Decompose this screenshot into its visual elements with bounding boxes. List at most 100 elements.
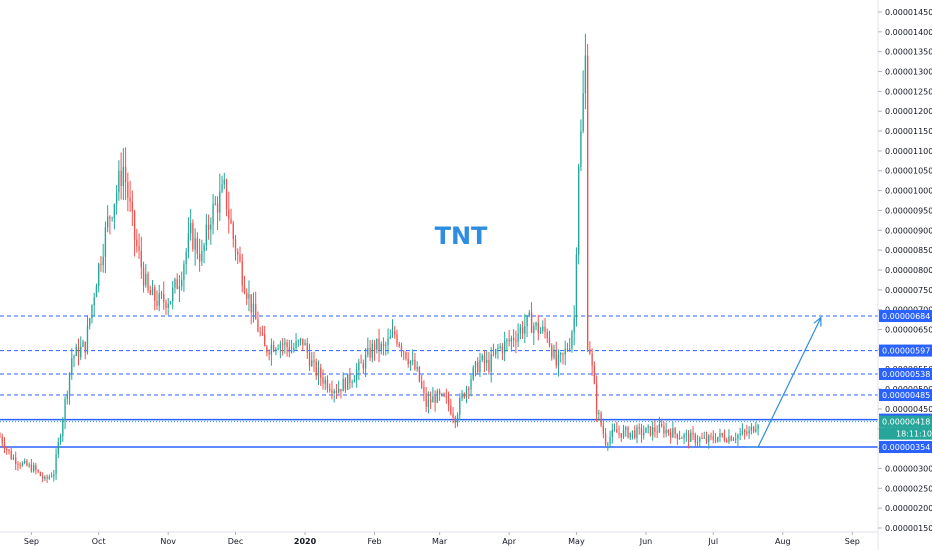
candle-up	[48, 476, 51, 479]
candle-down	[687, 433, 690, 442]
candle-up	[115, 192, 118, 205]
candle-down	[362, 363, 365, 369]
candle-up	[178, 286, 181, 289]
candle-down	[405, 352, 407, 359]
candle-down	[602, 425, 605, 434]
candle-down	[566, 348, 569, 350]
x-tick-label: Nov	[160, 537, 176, 546]
candle-down	[468, 388, 470, 390]
candle-down	[138, 246, 140, 251]
y-tick-label: 0.00000150	[885, 524, 932, 533]
candle-down	[207, 224, 210, 230]
y-tick-label: 0.00001050	[885, 167, 932, 176]
candle-up	[598, 412, 600, 415]
candle-up	[346, 373, 349, 390]
candle-up	[75, 346, 77, 356]
candle-down	[26, 461, 28, 466]
candle-up	[456, 415, 459, 423]
candle-down	[521, 327, 524, 334]
y-tick-label: 0.00001350	[885, 48, 932, 57]
countdown-label-bg	[879, 427, 932, 440]
candle-down	[445, 396, 448, 398]
candle-up	[212, 203, 214, 225]
candle-down	[241, 261, 243, 286]
y-tick-label: 0.00000750	[885, 286, 932, 295]
candle-up	[510, 337, 513, 342]
candle-down	[398, 343, 400, 346]
candle-up	[741, 430, 744, 434]
y-tick-label: 0.00000450	[885, 405, 932, 414]
candle-down	[420, 381, 423, 388]
candle-up	[376, 338, 378, 350]
level-label-bg	[879, 367, 932, 380]
candle-down	[313, 360, 315, 362]
current-price-label: 0.00000418	[882, 418, 930, 427]
candle-up	[734, 438, 737, 440]
level-label: 0.00000354	[882, 443, 930, 452]
candle-up	[371, 343, 373, 358]
level-label-bg	[879, 344, 932, 357]
candle-down	[37, 469, 39, 472]
candle-down	[192, 222, 194, 250]
candle-down	[216, 203, 219, 213]
candle-down	[654, 427, 656, 432]
candle-up	[755, 429, 757, 432]
candle-down	[272, 344, 275, 352]
candle-up	[181, 279, 183, 287]
candle-up	[380, 343, 382, 351]
candle-up	[699, 438, 701, 442]
candle-down	[634, 430, 636, 438]
candle-up	[472, 367, 474, 380]
candle-up	[324, 379, 326, 384]
candle-down	[165, 301, 167, 308]
candle-down	[163, 294, 165, 302]
time-scale[interactable]: Sep Oct Nov Dec 2020 Feb Mar Apr May Jun Jul Aug Sep	[24, 532, 860, 546]
candle-up	[104, 227, 107, 257]
candle-up	[64, 398, 66, 421]
candle-up	[580, 131, 582, 167]
candle-down	[360, 362, 362, 364]
candle-up	[333, 391, 335, 394]
candle-up	[32, 465, 35, 472]
candle-down	[743, 430, 746, 433]
candle-up	[210, 224, 212, 230]
candle-up	[569, 348, 571, 350]
candle-up	[145, 273, 147, 286]
candle-down	[746, 432, 748, 434]
candle-down	[450, 405, 452, 415]
price-scale-background[interactable]	[878, 0, 932, 550]
candle-up	[367, 347, 369, 355]
candle-down	[77, 346, 80, 358]
candle-down	[400, 345, 403, 352]
candle-up	[519, 327, 522, 334]
candle-up	[560, 353, 562, 355]
y-tick-label: 0.00000850	[885, 246, 932, 255]
candle-up	[53, 474, 55, 477]
candle-down	[288, 347, 291, 353]
candle-down	[396, 334, 398, 344]
candle-up	[465, 388, 468, 398]
candle-up	[503, 340, 506, 353]
candle-down	[340, 388, 342, 392]
candle-down	[701, 438, 703, 440]
candle-up	[665, 429, 667, 434]
candle-down	[246, 292, 248, 299]
candle-down	[660, 424, 663, 426]
candle-down	[140, 250, 142, 268]
candle-up	[55, 454, 57, 475]
candle-down	[109, 216, 111, 219]
x-tick-label: Sep	[24, 537, 39, 546]
y-tick-label: 0.00001250	[885, 87, 932, 96]
candle-down	[315, 361, 317, 376]
candle-up	[495, 349, 497, 355]
candle-up	[290, 350, 293, 353]
candle-down	[595, 383, 598, 415]
candle-up	[62, 420, 64, 437]
candle-up	[584, 55, 587, 94]
candle-up	[528, 312, 530, 316]
level-label-bg	[879, 389, 932, 402]
candle-up	[270, 344, 273, 355]
candle-up	[299, 338, 302, 341]
candle-down	[176, 279, 178, 289]
